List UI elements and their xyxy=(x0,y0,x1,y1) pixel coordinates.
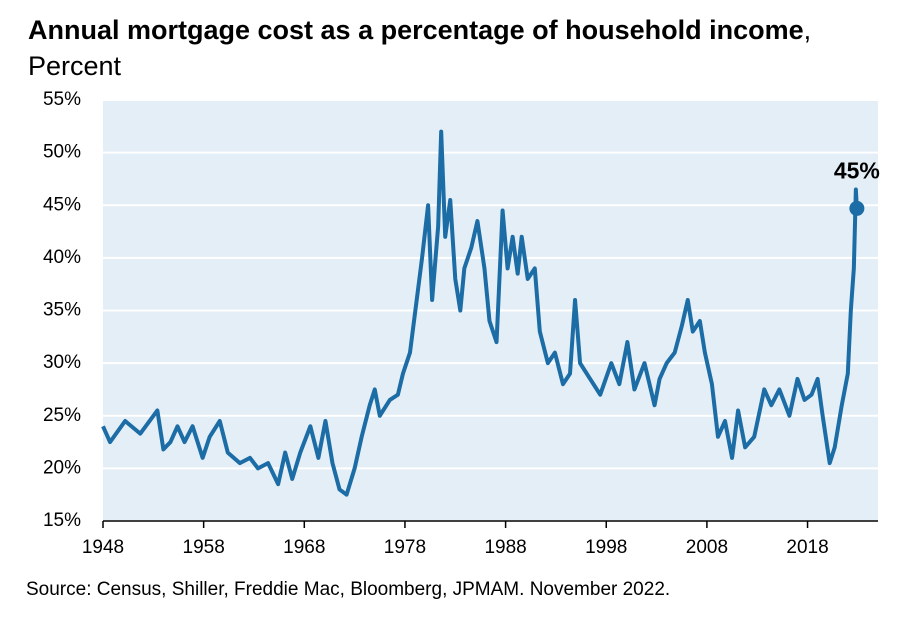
chart-header: Annual mortgage cost as a percentage of … xyxy=(28,12,858,84)
y-tick-label: 55% xyxy=(43,89,81,110)
data-line xyxy=(101,129,859,497)
y-tick-label: 35% xyxy=(43,300,81,321)
source-note: Source: Census, Shiller, Freddie Mac, Bl… xyxy=(26,579,670,600)
y-tick-label: 40% xyxy=(43,247,81,268)
x-tick-label: 2018 xyxy=(786,537,828,558)
x-tick-label: 1978 xyxy=(384,537,426,558)
x-tick-label: 1998 xyxy=(585,537,627,558)
annotation-dot xyxy=(849,200,865,216)
y-tick-label: 15% xyxy=(43,510,81,531)
y-tick-label: 25% xyxy=(43,405,81,426)
chart-title: Annual mortgage cost as a percentage of … xyxy=(28,15,804,45)
y-tick-label: 50% xyxy=(43,142,81,163)
x-tick-label: 1958 xyxy=(183,537,225,558)
x-tick-label: 1948 xyxy=(82,537,124,558)
annotation-label: 45% xyxy=(834,157,880,183)
x-tick-label: 1988 xyxy=(484,537,526,558)
y-tick-label: 20% xyxy=(43,457,81,478)
x-tick-label: 1968 xyxy=(283,537,325,558)
y-tick-label: 45% xyxy=(43,194,81,215)
chart-subtitle: , Percent xyxy=(28,15,812,81)
x-tick-label: 2008 xyxy=(686,537,728,558)
y-tick-label: 30% xyxy=(43,352,81,373)
